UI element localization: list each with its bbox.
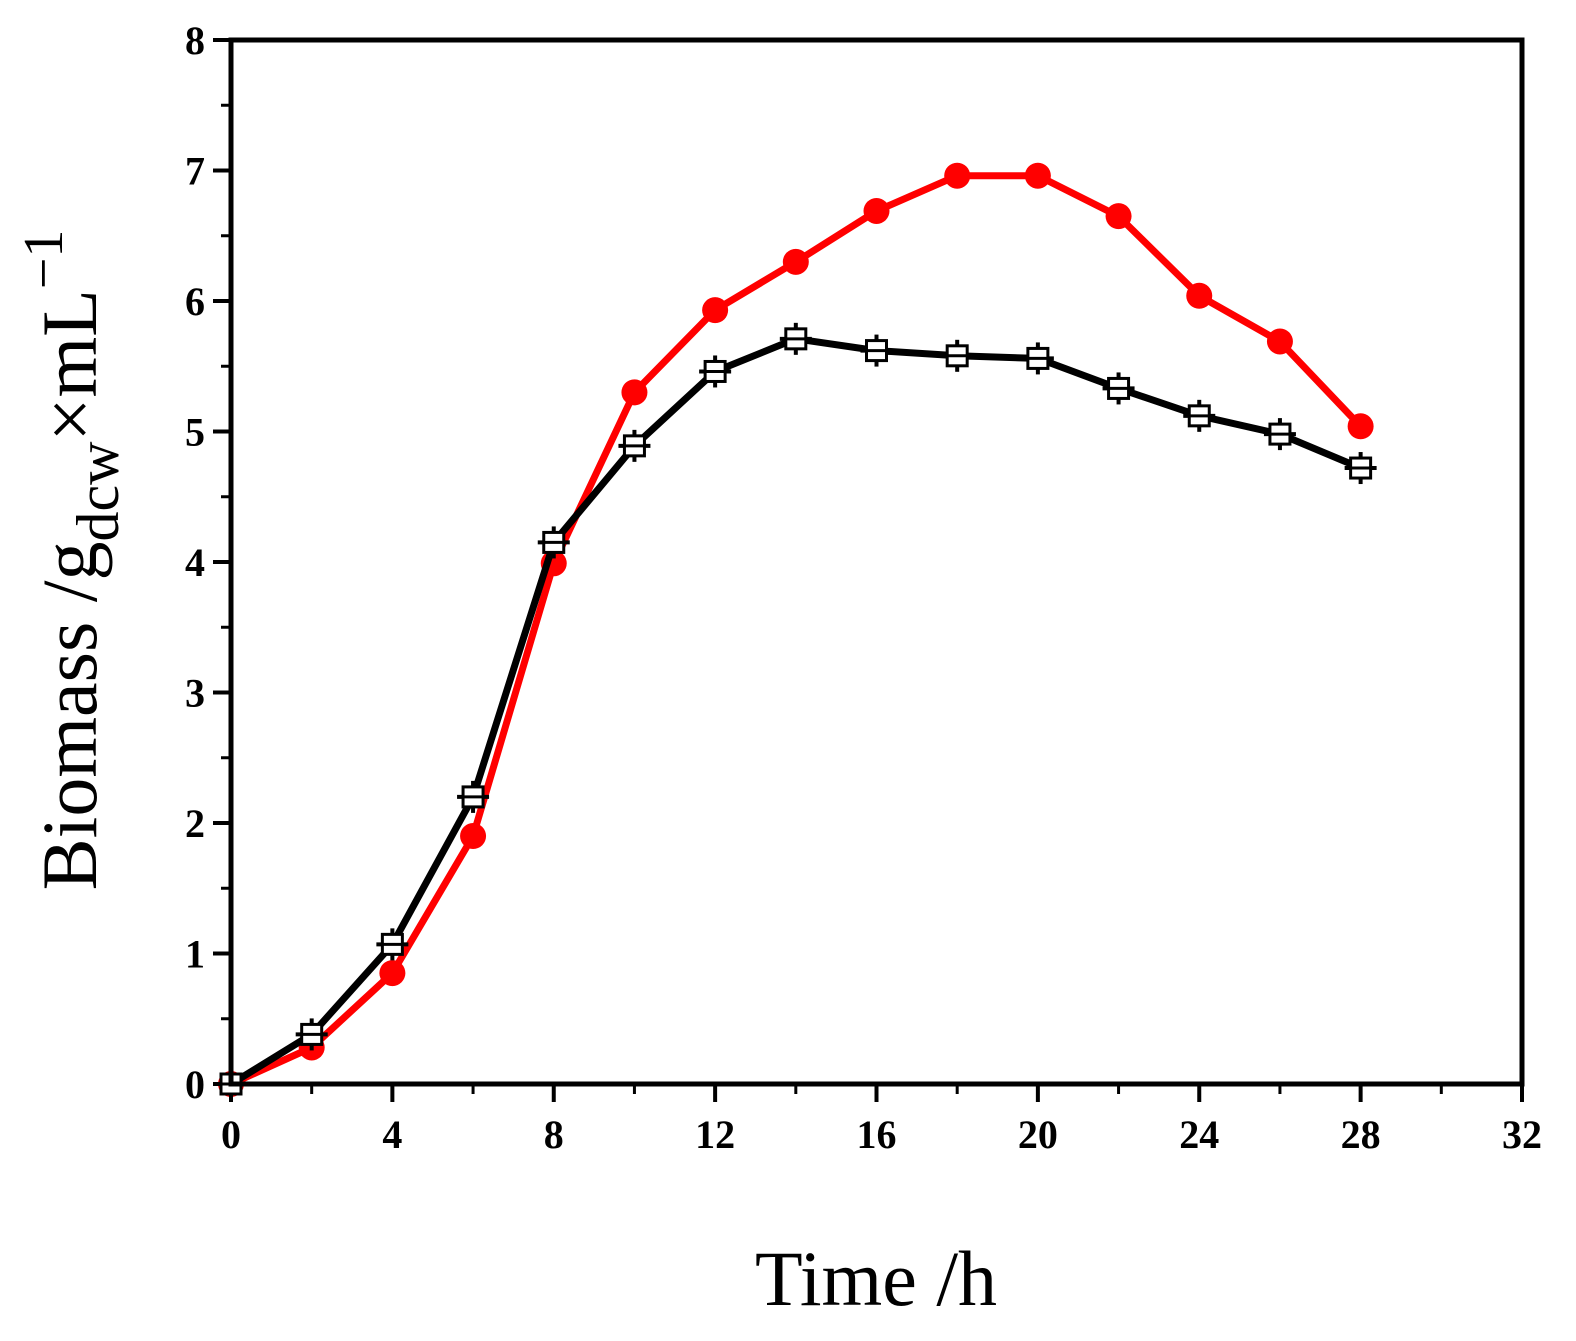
x-tick-label: 8 xyxy=(544,1112,564,1157)
data-point xyxy=(779,322,812,355)
data-point xyxy=(1021,342,1054,375)
data-point xyxy=(860,334,893,367)
data-point xyxy=(1183,399,1216,432)
data-point xyxy=(1263,418,1296,451)
y-tick-label: 7 xyxy=(185,149,205,194)
x-tick-label: 24 xyxy=(1179,1112,1219,1157)
x-tick-label: 0 xyxy=(221,1112,241,1157)
data-point xyxy=(379,960,406,987)
data-point xyxy=(537,526,570,559)
y-tick-label: 6 xyxy=(185,279,205,324)
data-point xyxy=(1186,282,1213,309)
x-tick-label: 20 xyxy=(1018,1112,1058,1157)
data-point xyxy=(1344,452,1377,485)
data-point xyxy=(295,1018,328,1051)
data-point xyxy=(1347,413,1374,440)
y-tick-label: 8 xyxy=(185,18,205,63)
data-point xyxy=(460,823,487,850)
y-tick-label: 5 xyxy=(185,410,205,455)
data-point xyxy=(702,297,729,324)
data-point xyxy=(1266,328,1293,355)
y-tick-label: 4 xyxy=(185,540,205,585)
data-point xyxy=(1102,372,1135,405)
y-axis-title: Biomass /gdcw×mL−1 xyxy=(13,230,131,891)
x-tick-label: 32 xyxy=(1502,1112,1542,1157)
y-axis-title-rest: ×mL xyxy=(26,289,113,441)
y-tick-label: 3 xyxy=(185,671,205,716)
y-axis-title-main: Biomass /g xyxy=(26,542,113,891)
data-point xyxy=(618,429,651,462)
data-point xyxy=(621,379,648,406)
data-point xyxy=(863,197,890,224)
data-point xyxy=(1105,203,1132,230)
x-tick-label: 4 xyxy=(382,1112,402,1157)
y-tick-label: 1 xyxy=(185,932,205,977)
data-point xyxy=(944,162,971,189)
y-axis-title-superscript: −1 xyxy=(13,230,75,290)
data-point xyxy=(1024,162,1051,189)
x-tick-label: 16 xyxy=(857,1112,897,1157)
data-point xyxy=(457,780,490,813)
series-1 xyxy=(218,162,1374,1097)
data-point xyxy=(699,355,732,388)
plot-frame xyxy=(228,37,1525,1087)
data-point xyxy=(782,248,809,275)
y-tick-label: 0 xyxy=(185,1062,205,1107)
y-tick-label: 2 xyxy=(185,801,205,846)
x-axis-title: Time /h xyxy=(755,1235,997,1322)
x-tick-label: 28 xyxy=(1341,1112,1381,1157)
series-layer xyxy=(215,162,1377,1100)
series-2 xyxy=(215,322,1377,1100)
y-axis-title-subscript: dcw xyxy=(65,441,131,542)
data-point xyxy=(941,339,974,372)
data-point xyxy=(376,928,409,961)
x-tick-label: 12 xyxy=(695,1112,735,1157)
